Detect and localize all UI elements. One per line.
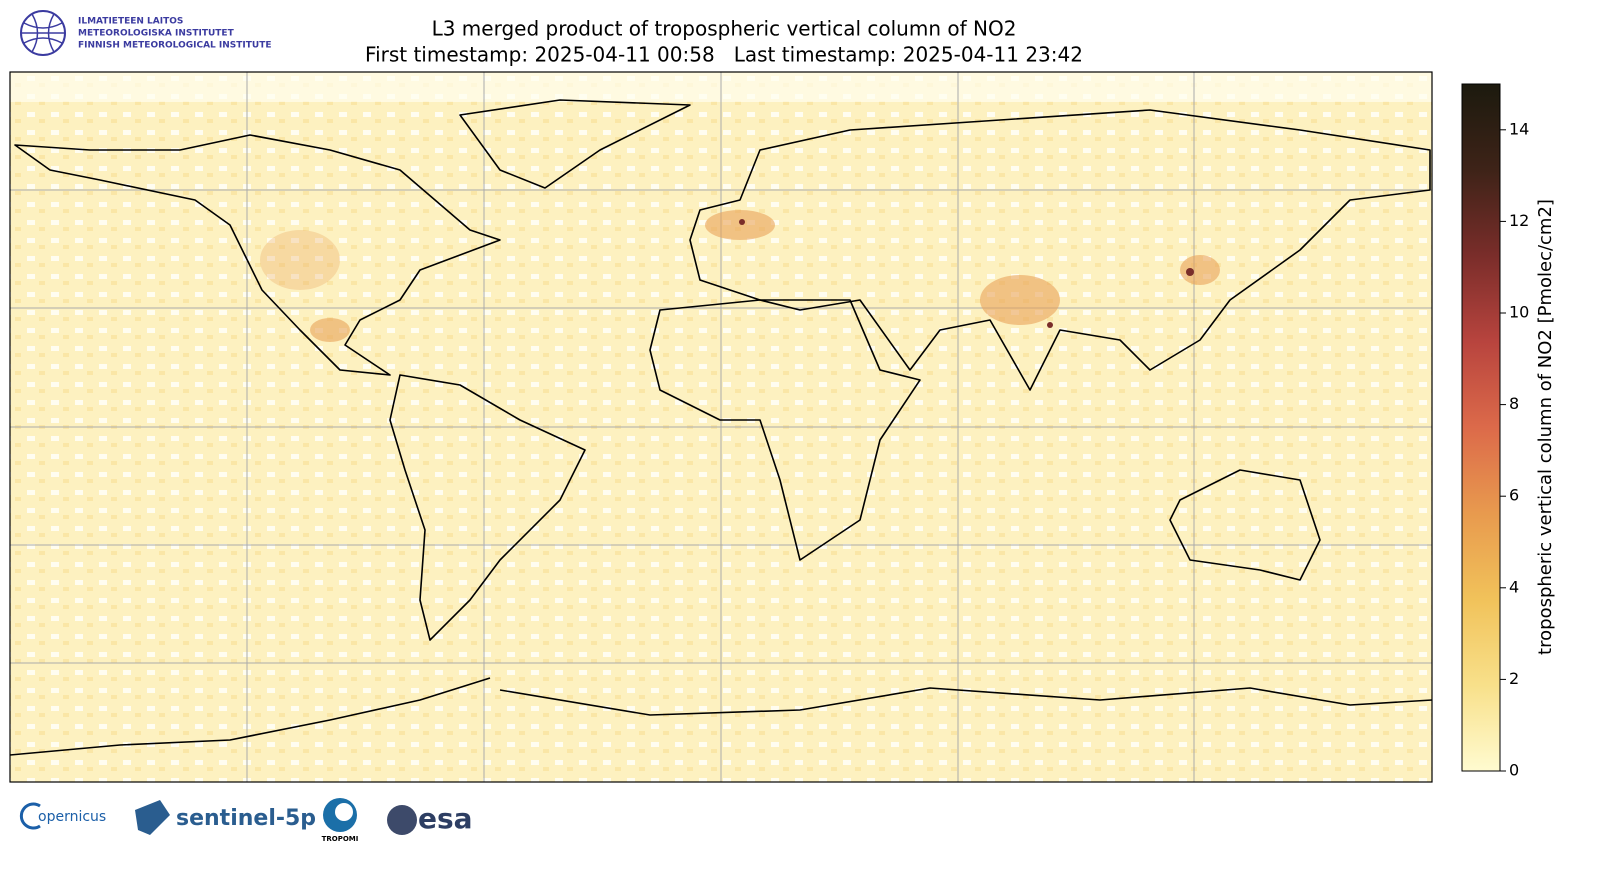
colorbar-tick-label: 8	[1509, 394, 1519, 413]
fmi-logo: ILMATIETEEN LAITOS METEOROLOGISKA INSTIT…	[20, 10, 272, 56]
colorbar-tick-label: 4	[1509, 577, 1519, 596]
colorbar-tick-label: 6	[1509, 486, 1519, 505]
colorbar-tick-label: 10	[1509, 303, 1529, 322]
logo-text: esa	[418, 802, 473, 835]
logo-text: opernicus	[38, 809, 106, 825]
institute-line: METEOROLOGISKA INSTITUTET	[78, 29, 235, 39]
footer-logos: opernicus sentinel-5p TROPOMI esa	[19, 798, 473, 843]
colorbar-label: tropospheric vertical column of NO2 [Pmo…	[1535, 199, 1556, 655]
subtitle: First timestamp: 2025-04-11 00:58 Last t…	[365, 43, 1083, 67]
colorbar-tick-label: 12	[1509, 211, 1529, 230]
logo-text: sentinel-5p	[176, 806, 316, 831]
colorbar-tick-label: 2	[1509, 669, 1519, 688]
institute-line: ILMATIETEEN LAITOS	[78, 17, 183, 27]
colorbar-gradient	[1461, 83, 1501, 772]
map	[9, 71, 1433, 783]
logo-text: TROPOMI	[322, 835, 359, 843]
title: L3 merged product of tropospheric vertic…	[432, 17, 1017, 41]
institute-line: FINNISH METEOROLOGICAL INSTITUTE	[78, 41, 272, 51]
colorbar-tick-label: 14	[1509, 119, 1529, 138]
colorbar-tick-label: 0	[1509, 761, 1519, 780]
colorbar: 0 2 4 6 8 10 12 14	[1461, 83, 1529, 780]
